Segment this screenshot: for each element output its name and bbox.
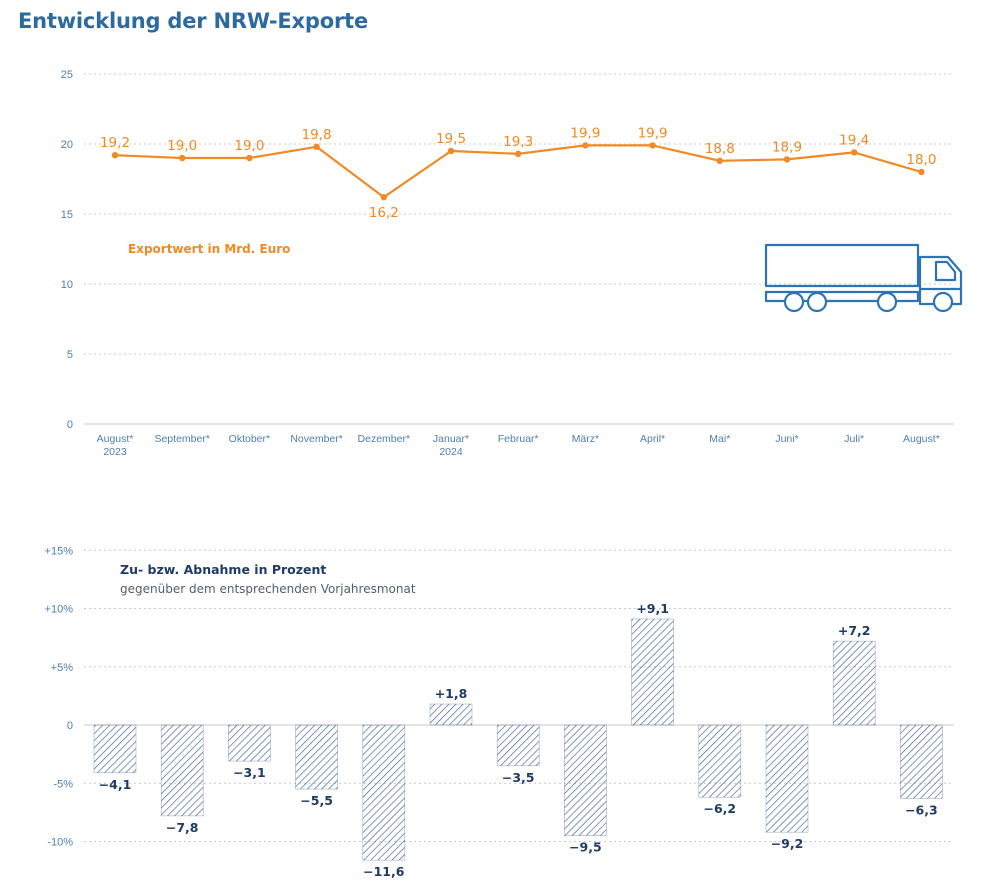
data-point (447, 147, 455, 155)
bar (698, 724, 742, 798)
data-label: 19,5 (436, 131, 466, 147)
x-tick-label: Dezember* (358, 433, 411, 445)
x-tick-label: Februar* (498, 433, 539, 445)
x-tick-label: März* (572, 433, 599, 445)
bar-value-label: −3,1 (233, 765, 266, 780)
data-label: 19,0 (234, 138, 264, 154)
bar (228, 724, 271, 762)
bar (496, 724, 540, 767)
data-label: 18,0 (906, 152, 936, 168)
data-point (582, 142, 589, 149)
x-tick-label: September* (154, 433, 209, 445)
x-tick-label: August* (97, 433, 134, 445)
bar (429, 703, 473, 726)
x-tick-label: Oktober* (229, 433, 270, 445)
bar-value-label: +1,8 (435, 686, 468, 701)
data-point (313, 143, 320, 150)
line-chart: 0 5 10 15 20 25 Exportwert in Mrd. Euro August*… (61, 69, 954, 458)
bar-value-label: −6,3 (905, 802, 938, 817)
page-title: Entwicklung der NRW-Exporte (18, 9, 369, 33)
data-label: 18,9 (772, 139, 802, 155)
data-point (246, 154, 253, 162)
x-tick-label: April* (640, 433, 665, 445)
y-tick-label: -5% (53, 778, 73, 790)
data-point (851, 149, 858, 156)
data-point (716, 157, 723, 164)
bar-value-label: −6,2 (703, 801, 736, 816)
data-point (515, 150, 522, 157)
bar (900, 724, 943, 799)
data-point (649, 142, 656, 149)
bar-value-label: −5,5 (300, 793, 333, 808)
data-label: 19,9 (570, 125, 600, 141)
bar-value-label: −3,5 (502, 770, 535, 785)
bar-value-label: +7,2 (838, 623, 871, 638)
y-tick-label: 20 (61, 139, 73, 151)
bar-value-label: +9,1 (636, 601, 669, 616)
x-tick-label: Mai* (709, 433, 730, 445)
data-label: 19,3 (503, 134, 533, 150)
y-tick-label: -10% (47, 837, 73, 849)
data-label: 18,8 (705, 141, 735, 157)
x-tick-label: Juni* (775, 433, 798, 445)
data-point (111, 152, 119, 159)
y-tick-label: 25 (61, 69, 73, 81)
bar (295, 724, 338, 790)
y-tick-label: 0 (67, 720, 73, 732)
x-tick-label: August* (903, 433, 940, 445)
bar (93, 724, 137, 774)
bar-value-label: −11,6 (363, 864, 405, 879)
bar-note-title: Zu- bzw. Abnahme in Prozent (120, 562, 326, 577)
data-label: 19,4 (839, 132, 869, 148)
data-point (179, 154, 186, 162)
y-tick-label: +10% (45, 604, 74, 616)
bar (564, 724, 607, 836)
data-label: 19,8 (302, 127, 332, 143)
data-label: 19,2 (100, 135, 130, 151)
bar (832, 640, 876, 726)
x-tick-year: 2024 (439, 446, 463, 458)
data-point (918, 168, 925, 176)
bar-value-label: −9,2 (771, 836, 804, 851)
bar-value-label: −7,8 (166, 820, 199, 835)
y-tick-label: 10 (61, 279, 73, 291)
x-tick-year: 2023 (103, 446, 127, 458)
data-label: 16,2 (369, 205, 399, 221)
bar-value-label: −4,1 (99, 777, 132, 792)
bar (631, 618, 674, 726)
bar-chart: -10% -5% 0 +5% +10% +15% Zu- bzw. Abnahme in P… (45, 545, 954, 879)
y-tick-label: +15% (45, 545, 74, 557)
y-tick-label: 0 (67, 419, 73, 431)
bar (362, 724, 406, 861)
y-tick-label: +5% (51, 662, 74, 674)
x-tick-label: Juli* (844, 433, 864, 445)
bar (765, 724, 809, 833)
bar-note-subtitle: gegenüber dem entsprechenden Vorjahresmo… (120, 582, 416, 596)
bar-value-label: −9,5 (569, 840, 602, 855)
x-tick-label: Januar* (433, 433, 469, 445)
data-label: 19,9 (638, 125, 668, 141)
series-note: Exportwert in Mrd. Euro (128, 242, 290, 256)
data-point (380, 194, 387, 201)
data-point (783, 156, 791, 163)
y-tick-label: 5 (67, 349, 73, 361)
x-tick-label: November* (290, 433, 343, 445)
bar (160, 724, 204, 817)
data-label: 19,0 (167, 138, 197, 154)
y-tick-label: 15 (61, 209, 73, 221)
truck-icon (764, 243, 963, 313)
